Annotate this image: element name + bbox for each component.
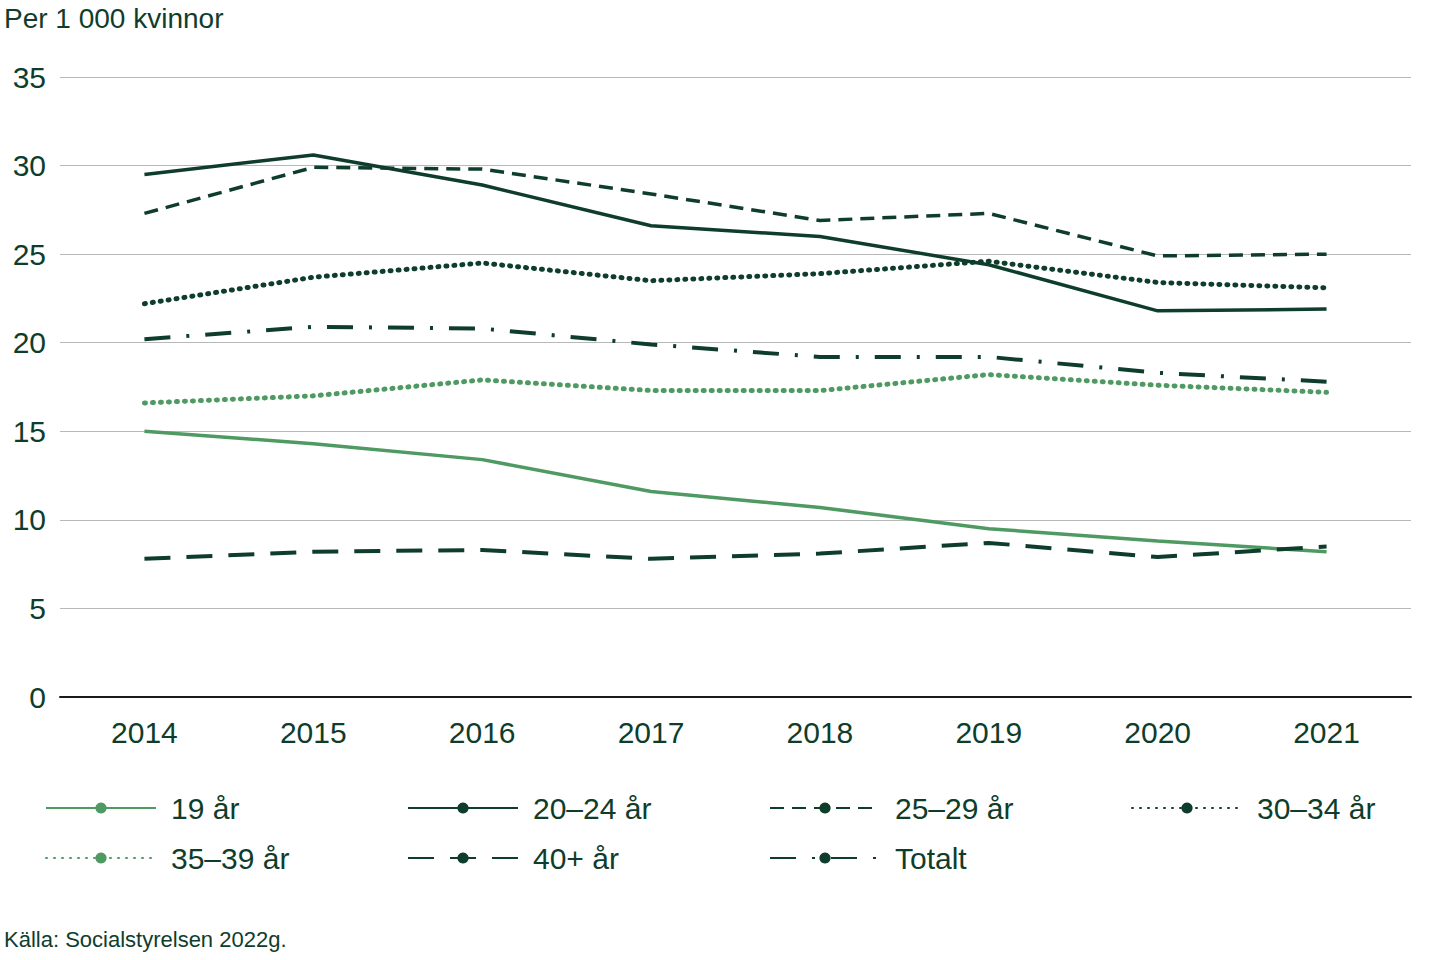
svg-text:Per 1 000 kvinnor: Per 1 000 kvinnor <box>4 3 223 34</box>
svg-text:30–34 år: 30–34 år <box>1257 792 1375 825</box>
svg-text:5: 5 <box>29 592 46 625</box>
svg-text:20: 20 <box>13 326 46 359</box>
svg-text:35–39 år: 35–39 år <box>171 842 289 875</box>
svg-text:2019: 2019 <box>955 716 1022 749</box>
svg-text:Källa: Socialstyrelsen 2022g.: Källa: Socialstyrelsen 2022g. <box>4 927 287 952</box>
svg-text:15: 15 <box>13 415 46 448</box>
svg-text:2016: 2016 <box>449 716 516 749</box>
svg-text:35: 35 <box>13 61 46 94</box>
svg-text:40+ år: 40+ år <box>533 842 619 875</box>
svg-text:10: 10 <box>13 503 46 536</box>
svg-text:25–29 år: 25–29 år <box>895 792 1013 825</box>
svg-text:20–24 år: 20–24 år <box>533 792 651 825</box>
svg-text:2018: 2018 <box>787 716 854 749</box>
svg-text:25: 25 <box>13 238 46 271</box>
svg-text:30: 30 <box>13 149 46 182</box>
svg-text:Totalt: Totalt <box>895 842 967 875</box>
svg-text:2017: 2017 <box>618 716 685 749</box>
svg-text:2020: 2020 <box>1124 716 1191 749</box>
svg-text:2021: 2021 <box>1293 716 1360 749</box>
svg-text:19 år: 19 år <box>171 792 239 825</box>
svg-text:2015: 2015 <box>280 716 347 749</box>
svg-text:2014: 2014 <box>111 716 178 749</box>
svg-text:0: 0 <box>29 681 46 714</box>
